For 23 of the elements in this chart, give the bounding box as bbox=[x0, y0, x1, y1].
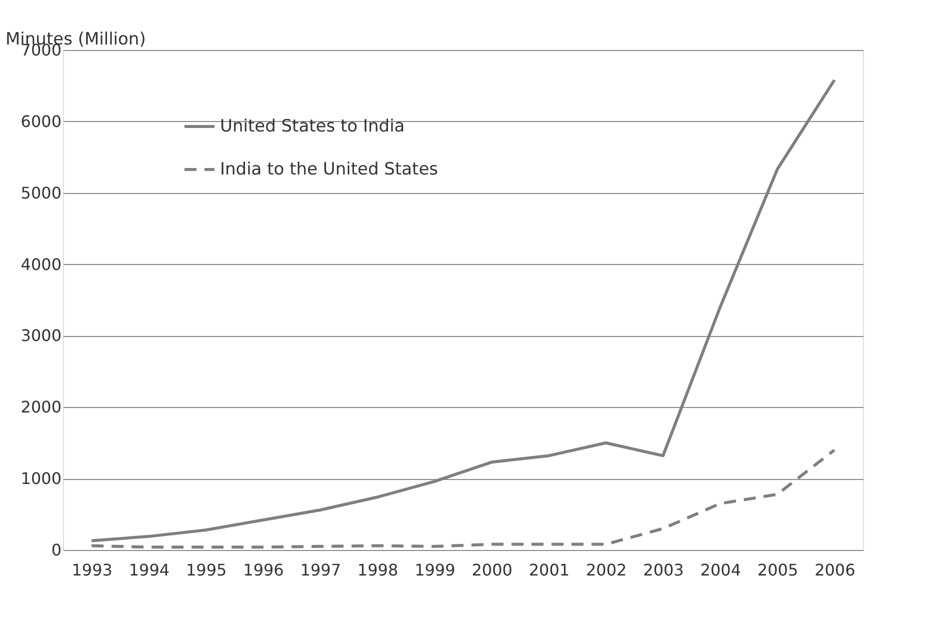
x-tick-label: 2003 bbox=[643, 560, 684, 580]
x-tick-label: 1997 bbox=[300, 560, 341, 580]
x-tick-label: 1996 bbox=[243, 560, 284, 580]
y-tick-label: 2000 bbox=[20, 398, 62, 417]
x-tick-label: 2005 bbox=[757, 560, 798, 580]
x-tick-label: 2002 bbox=[586, 560, 627, 580]
y-tick-label: 3000 bbox=[20, 326, 62, 346]
x-tick-label: 2000 bbox=[472, 560, 512, 580]
y-tick-label: 0 bbox=[51, 540, 62, 560]
x-tick-label: 2001 bbox=[528, 560, 570, 580]
x-tick-label: 1993 bbox=[72, 560, 112, 580]
x-tick-label: 1998 bbox=[357, 560, 398, 580]
y-tick-label: 6000 bbox=[20, 112, 62, 131]
x-tick-label: 2006 bbox=[814, 560, 856, 580]
y-tick-label: 5000 bbox=[20, 183, 62, 202]
x-tick-label: 1994 bbox=[128, 560, 170, 580]
x-tick-label: 1995 bbox=[186, 560, 227, 580]
y-tick-label: 4000 bbox=[20, 254, 62, 274]
legend-label: United States to India bbox=[220, 116, 405, 136]
legend-label: India to the United States bbox=[220, 160, 438, 180]
x-tick-label: 1999 bbox=[414, 560, 456, 580]
y-tick-label: 1000 bbox=[20, 469, 62, 488]
x-tick-label: 2004 bbox=[700, 560, 741, 580]
